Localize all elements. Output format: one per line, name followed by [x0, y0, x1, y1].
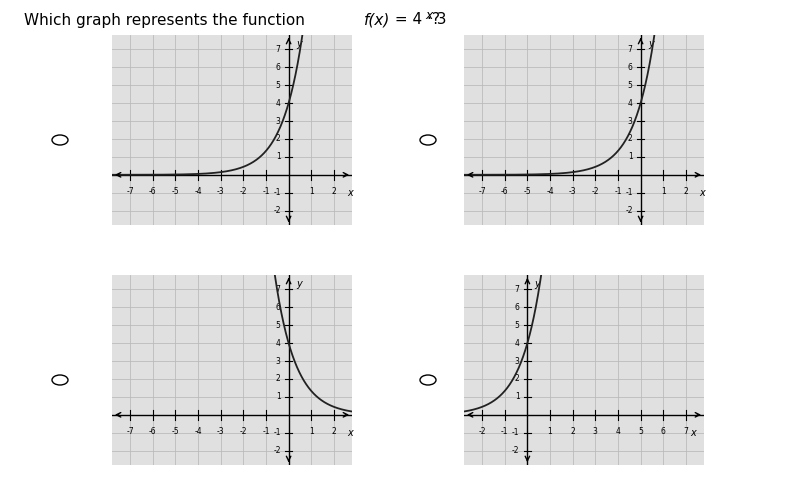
Text: f(x): f(x) — [364, 12, 390, 28]
Text: -2: -2 — [273, 446, 281, 455]
Text: -6: -6 — [501, 186, 509, 196]
Text: 4: 4 — [276, 338, 281, 347]
Text: -1: -1 — [501, 426, 509, 436]
Text: 2: 2 — [570, 426, 575, 436]
Text: -4: -4 — [194, 186, 202, 196]
Text: 1: 1 — [276, 152, 281, 162]
Text: -5: -5 — [523, 186, 531, 196]
Text: -2: -2 — [239, 426, 247, 436]
Text: -1: -1 — [273, 428, 281, 437]
Text: 1: 1 — [628, 152, 633, 162]
Text: -3: -3 — [217, 186, 225, 196]
Text: 1: 1 — [548, 426, 553, 436]
Text: 5: 5 — [276, 320, 281, 330]
Text: -7: -7 — [126, 186, 134, 196]
Text: ?: ? — [432, 12, 440, 28]
Text: -3: -3 — [217, 426, 225, 436]
Text: 6: 6 — [661, 426, 666, 436]
Text: 2: 2 — [331, 426, 336, 436]
Text: -2: -2 — [273, 206, 281, 215]
Text: 7: 7 — [276, 285, 281, 294]
Text: 4: 4 — [628, 98, 633, 108]
Text: -6: -6 — [149, 186, 157, 196]
Text: y: y — [534, 279, 540, 289]
Text: 3: 3 — [628, 116, 633, 126]
Text: x: x — [347, 188, 353, 198]
Text: -5: -5 — [171, 426, 179, 436]
Text: x: x — [699, 188, 705, 198]
Text: -7: -7 — [478, 186, 486, 196]
Text: y: y — [296, 39, 302, 49]
Text: 2: 2 — [514, 374, 519, 384]
Text: 4: 4 — [276, 98, 281, 108]
Text: -1: -1 — [512, 428, 519, 437]
Text: x: x — [690, 428, 696, 438]
Text: -3: -3 — [569, 186, 577, 196]
Text: 6: 6 — [514, 303, 519, 312]
Text: -1: -1 — [262, 426, 270, 436]
Text: 2: 2 — [276, 134, 281, 143]
Text: -1: -1 — [262, 186, 270, 196]
Text: 3: 3 — [514, 356, 519, 366]
Text: 7: 7 — [683, 426, 688, 436]
Text: 4: 4 — [514, 338, 519, 347]
Text: -5: -5 — [171, 186, 179, 196]
Text: 1: 1 — [309, 186, 314, 196]
Text: 6: 6 — [628, 63, 633, 72]
Text: 5: 5 — [628, 80, 633, 90]
Text: -1: -1 — [625, 188, 633, 197]
Text: 1: 1 — [514, 392, 519, 402]
Text: 2: 2 — [628, 134, 633, 143]
Text: y: y — [648, 39, 654, 49]
Text: -6: -6 — [149, 426, 157, 436]
Text: -1: -1 — [614, 186, 622, 196]
Text: 2: 2 — [276, 374, 281, 384]
Text: -4: -4 — [194, 426, 202, 436]
Text: -2: -2 — [591, 186, 599, 196]
Text: 1: 1 — [661, 186, 666, 196]
Text: -2: -2 — [512, 446, 519, 455]
Text: 1: 1 — [276, 392, 281, 402]
Text: 7: 7 — [276, 45, 281, 54]
Text: -7: -7 — [126, 426, 134, 436]
Text: -2: -2 — [625, 206, 633, 215]
Text: 4: 4 — [615, 426, 620, 436]
Text: 6: 6 — [276, 63, 281, 72]
Text: 5: 5 — [638, 426, 643, 436]
Text: 7: 7 — [628, 45, 633, 54]
Text: -2: -2 — [478, 426, 486, 436]
Text: y: y — [296, 279, 302, 289]
Text: -4: -4 — [546, 186, 554, 196]
Text: 2: 2 — [331, 186, 336, 196]
Text: 5: 5 — [276, 80, 281, 90]
Text: 3: 3 — [593, 426, 598, 436]
Text: x: x — [426, 9, 433, 22]
Text: -2: -2 — [239, 186, 247, 196]
Text: 5: 5 — [514, 320, 519, 330]
Text: x: x — [347, 428, 353, 438]
Text: 3: 3 — [276, 356, 281, 366]
Text: 1: 1 — [309, 426, 314, 436]
Text: -1: -1 — [273, 188, 281, 197]
Text: 7: 7 — [514, 285, 519, 294]
Text: 2: 2 — [683, 186, 688, 196]
Text: Which graph represents the function: Which graph represents the function — [24, 12, 310, 28]
Text: 3: 3 — [276, 116, 281, 126]
Text: = 4 · 3: = 4 · 3 — [390, 12, 446, 28]
Text: 6: 6 — [276, 303, 281, 312]
